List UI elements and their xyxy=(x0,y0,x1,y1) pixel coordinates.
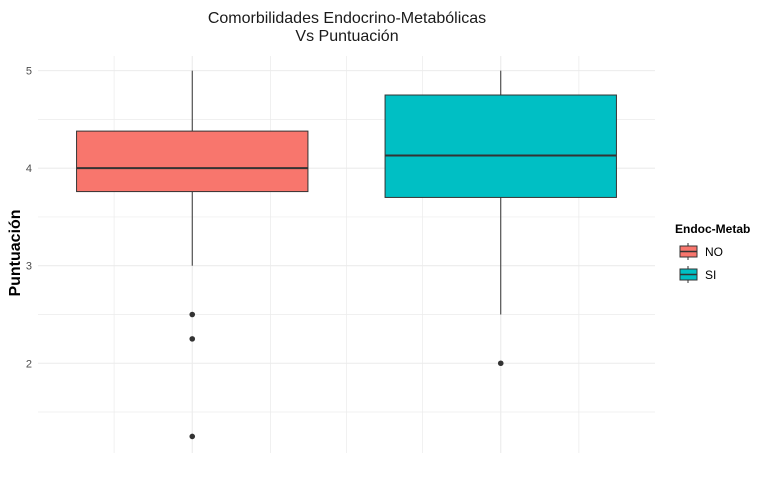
y-axis-ticks: 2 3 4 5 xyxy=(26,66,32,371)
legend-item-si: SI xyxy=(679,266,716,283)
box-si xyxy=(384,70,617,367)
chart-title-line-2: Vs Puntuación xyxy=(295,28,398,45)
outlier-point xyxy=(189,336,196,342)
chart-title-line-1: Comorbilidades Endocrino-Metabólicas xyxy=(208,10,486,27)
legend-label: SI xyxy=(705,268,716,282)
y-axis-label: Puntuación xyxy=(7,209,24,296)
legend-title: Endoc-Metab xyxy=(675,222,750,236)
outlier-point xyxy=(189,433,196,440)
y-tick-label: 4 xyxy=(26,163,32,175)
legend-item-no: NO xyxy=(679,243,723,260)
box-no xyxy=(76,70,309,440)
legend-label: NO xyxy=(705,245,723,259)
legend: Endoc-Metab NO SI xyxy=(675,222,750,283)
box-body xyxy=(384,94,617,198)
y-tick-label: 3 xyxy=(26,261,32,273)
outlier-point xyxy=(189,311,196,318)
y-tick-label: 2 xyxy=(26,358,32,370)
outlier-point xyxy=(497,360,504,367)
box-series xyxy=(76,70,617,440)
box-body xyxy=(76,130,309,193)
y-tick-label: 5 xyxy=(26,66,32,78)
